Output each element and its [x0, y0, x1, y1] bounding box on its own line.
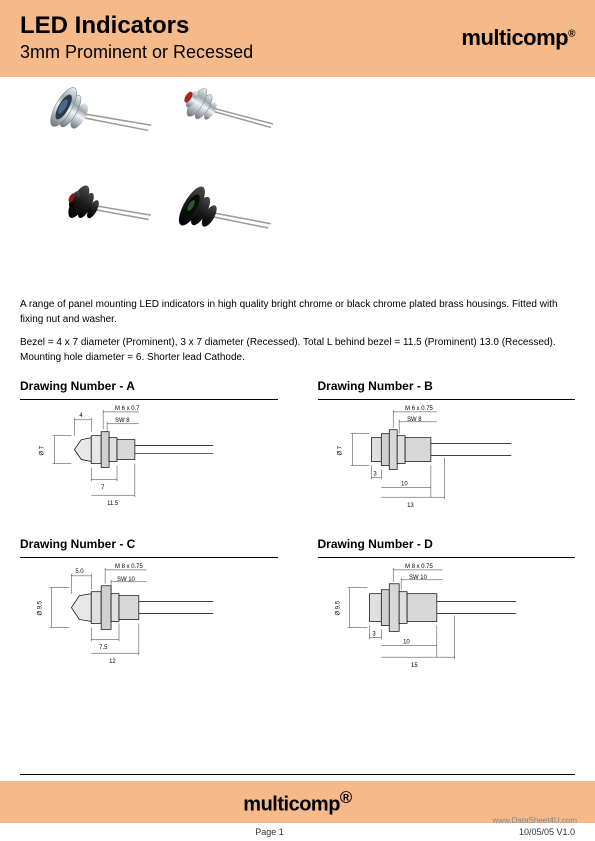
dim-d-3: Ø 9.5	[335, 600, 341, 615]
dim-d-2: SW 10	[409, 575, 428, 581]
drawings-grid: Drawing Number - A	[20, 379, 575, 677]
dim-b-5: 10	[401, 481, 408, 487]
drawing-b-title: Drawing Number - B	[318, 379, 576, 393]
dim-d-1: M 8 x 0.75	[405, 564, 433, 570]
dim-c-1: 5.0	[75, 569, 84, 575]
drawing-a: Drawing Number - A	[20, 379, 278, 519]
dim-a-6: 11.5	[107, 501, 119, 507]
drawing-a-title: Drawing Number - A	[20, 379, 278, 393]
dim-a-5: 7	[101, 485, 104, 491]
watermark: www.DataSheet4U.com	[493, 816, 577, 825]
dim-c-5: 7.5	[99, 645, 108, 651]
version-text: 10/05/05 V1.0	[519, 827, 575, 837]
dim-d-6: 15	[411, 663, 418, 669]
dim-c-2: M 8 x 0.75	[115, 564, 143, 570]
product-photo	[20, 87, 300, 287]
dim-b-3: Ø 7	[337, 446, 343, 456]
footer-logo: multicomp®	[243, 788, 351, 817]
description-text: A range of panel mounting LED indicators…	[20, 297, 575, 365]
footer-meta: Page 1 10/05/05 V1.0	[0, 823, 595, 841]
dim-b-4: 3	[373, 471, 377, 477]
footer: multicomp® Page 1 10/05/05 V1.0 www.Data…	[0, 774, 595, 841]
header-bar: LED Indicators 3mm Prominent or Recessed…	[0, 0, 595, 77]
dim-a-1: 4	[79, 413, 83, 419]
dim-d-5: 10	[403, 639, 410, 645]
page-number: Page 1	[255, 827, 284, 837]
drawing-c-title: Drawing Number - C	[20, 537, 278, 551]
dim-c-4: Ø 9.5	[38, 600, 44, 615]
page-subtitle: 3mm Prominent or Recessed	[20, 42, 253, 63]
dim-b-6: 13	[407, 503, 414, 509]
description-p2: Bezel = 4 x 7 diameter (Prominent), 3 x …	[20, 335, 575, 365]
content-area: A range of panel mounting LED indicators…	[0, 77, 595, 677]
dim-a-3: SW 8	[115, 418, 130, 424]
dim-c-6: 12	[109, 659, 116, 665]
drawing-b: Drawing Number - B	[318, 379, 576, 519]
drawing-d: Drawing Number - D	[318, 537, 576, 677]
header-text: LED Indicators 3mm Prominent or Recessed	[20, 12, 253, 63]
dim-b-1: M 6 x 0.75	[405, 406, 433, 412]
dim-a-2: M 6 x 0.7	[115, 406, 139, 412]
dim-a-4: Ø 7	[40, 446, 46, 456]
page-title: LED Indicators	[20, 12, 253, 40]
brand-logo: multicomp®	[461, 25, 575, 51]
dim-b-2: SW 8	[407, 417, 422, 423]
dim-c-3: SW 10	[117, 577, 136, 583]
description-p1: A range of panel mounting LED indicators…	[20, 297, 575, 327]
footer-divider	[20, 774, 575, 775]
drawing-d-title: Drawing Number - D	[318, 537, 576, 551]
dim-d-4: 3	[372, 631, 376, 637]
drawing-c: Drawing Number - C	[20, 537, 278, 677]
